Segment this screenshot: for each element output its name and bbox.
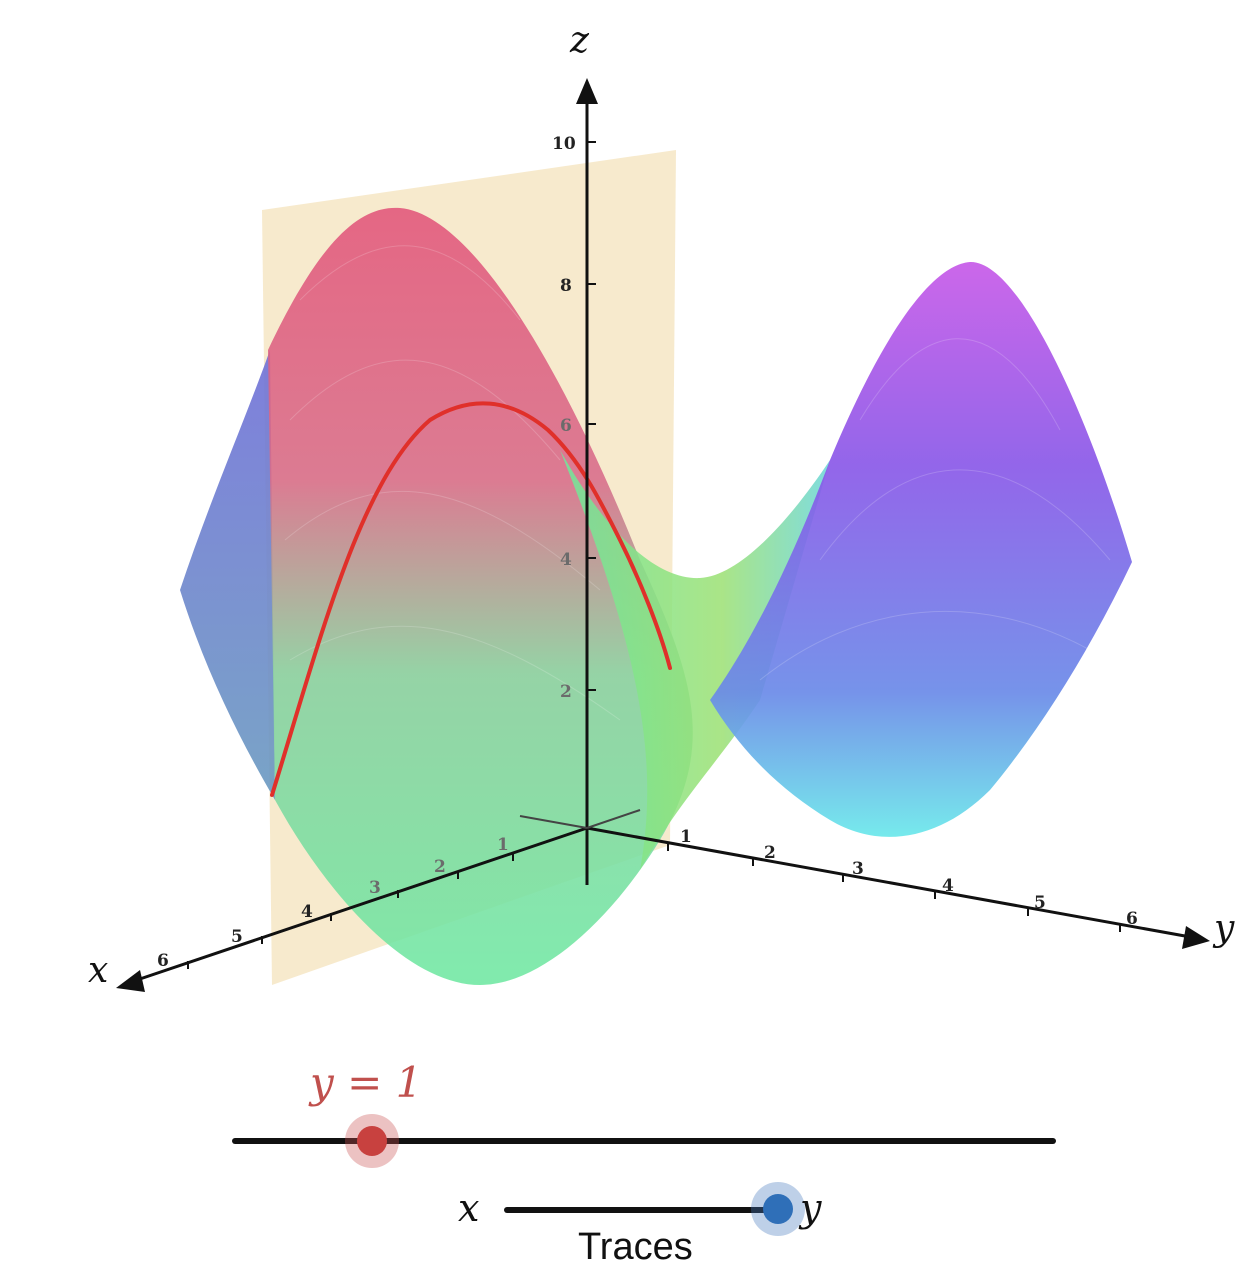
x-ticks xyxy=(187,853,514,969)
z-tick-label: 2 xyxy=(560,682,572,702)
x-tick-label: 5 xyxy=(231,927,243,947)
surface-left-lobe xyxy=(180,350,275,800)
trace-curve xyxy=(270,401,672,797)
y-tick-label: 5 xyxy=(1034,893,1046,913)
traces-toggle-track[interactable] xyxy=(504,1207,780,1213)
x-axis-label: x xyxy=(88,950,108,991)
z-tick-label: 4 xyxy=(560,550,572,570)
z-axis-label: z xyxy=(569,20,590,61)
z-tick-label: 10 xyxy=(552,134,576,154)
z-ticks xyxy=(587,141,596,691)
surface-right-lobe xyxy=(710,261,1132,837)
y-axis xyxy=(586,826,1197,940)
traces-caption: Traces xyxy=(578,1226,693,1268)
x-axis-arrow xyxy=(116,970,145,992)
y-slider-label: y = 1 xyxy=(310,1058,423,1107)
traces-right-label: y xyxy=(800,1186,822,1230)
y-slider-track[interactable] xyxy=(232,1138,1056,1144)
y-slider-knob[interactable] xyxy=(357,1126,387,1156)
x-tick-label: 4 xyxy=(301,902,313,922)
neg-x-stub xyxy=(586,809,641,829)
x-tick-label: 6 xyxy=(157,951,169,971)
surface-plot-3d[interactable]: z 2 4 6 8 10 y 1 2 3 4 5 6 x 1 2 3 4 xyxy=(0,0,1260,1010)
y-tick-label: 2 xyxy=(764,843,776,863)
x-tick-label: 3 xyxy=(369,878,381,898)
y-axis-label: y xyxy=(1212,908,1235,949)
x-axis xyxy=(127,826,588,985)
z-axis-arrow xyxy=(576,78,598,104)
x-tick-label: 2 xyxy=(434,857,446,877)
y-tick-label: 3 xyxy=(852,859,864,879)
x-tick-label: 1 xyxy=(497,835,509,855)
y-axis-arrow xyxy=(1182,926,1210,949)
traces-left-label: x xyxy=(458,1186,480,1230)
z-tick-label: 8 xyxy=(560,276,572,296)
y-tick-label: 4 xyxy=(942,876,954,896)
y-tick-label: 1 xyxy=(680,827,692,847)
neg-y-stub xyxy=(519,815,588,829)
z-tick-label: 6 xyxy=(560,416,572,436)
traces-toggle-knob[interactable] xyxy=(763,1194,793,1224)
surface-mesh xyxy=(284,245,1111,721)
y-ticks xyxy=(667,843,1121,932)
y-tick-label: 6 xyxy=(1126,909,1138,929)
